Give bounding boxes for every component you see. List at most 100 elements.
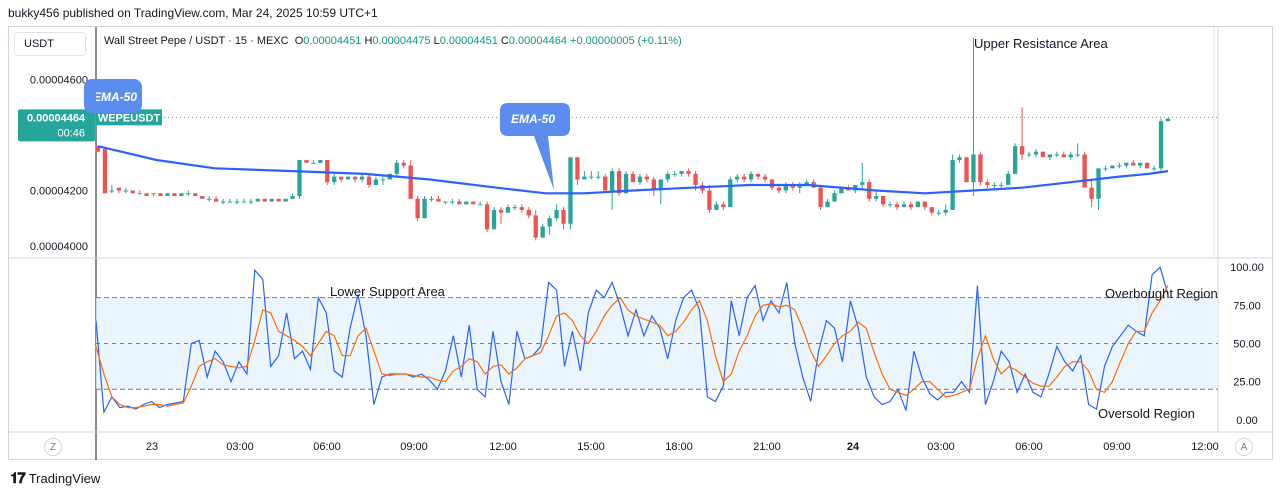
high-value: 0.00004475 xyxy=(372,35,431,47)
candle-body xyxy=(992,184,997,186)
candle-body xyxy=(818,187,823,208)
candle-body xyxy=(512,207,518,209)
candle-body xyxy=(255,198,260,202)
candle-body xyxy=(220,201,226,203)
auto-scale-right-button[interactable]: A xyxy=(1235,438,1253,456)
candle-body xyxy=(783,184,789,191)
time-tick-label: 15:00 xyxy=(577,441,605,453)
candle-body xyxy=(1040,151,1046,158)
candle-body xyxy=(874,196,879,199)
candle-body xyxy=(999,184,1004,186)
last-price-value: 0.00004464 xyxy=(27,112,86,124)
candle-body xyxy=(450,201,455,203)
tradingview-logo[interactable]: 𝟏𝟕 TradingView xyxy=(10,470,100,487)
bar-countdown: 00:46 xyxy=(57,127,85,139)
candle-body xyxy=(623,173,629,194)
candle-body xyxy=(797,184,802,188)
candle-body xyxy=(339,176,344,180)
candle-body xyxy=(443,201,448,203)
ema-callout-mid-text: EMA-50 xyxy=(511,112,555,126)
candle-body xyxy=(325,160,330,183)
candle-body xyxy=(721,204,726,208)
stochastic-tick-label: 100.00 xyxy=(1230,262,1264,274)
candle-body xyxy=(1026,154,1032,156)
candle-body xyxy=(165,193,170,197)
candle-body xyxy=(762,176,768,180)
candle-body xyxy=(651,179,656,191)
candle-body xyxy=(596,176,601,178)
candle-body xyxy=(123,190,128,192)
candle-body xyxy=(332,176,337,183)
candle-body xyxy=(728,179,733,208)
candle-body xyxy=(603,176,608,191)
symbol-name: Wall Street Pepe / USDT · 15 · MEXC xyxy=(104,35,289,47)
candle-body xyxy=(679,171,684,174)
candle-body xyxy=(825,201,830,208)
open-value: 0.00004451 xyxy=(303,35,362,47)
candle-body xyxy=(179,193,184,197)
candle-body xyxy=(665,173,670,180)
candle-body xyxy=(1110,165,1115,169)
candle-body xyxy=(790,184,795,188)
candle-body xyxy=(735,176,740,180)
stochastic-tick-label: 0.00 xyxy=(1236,415,1257,427)
stochastic-tick-label: 50.00 xyxy=(1233,338,1261,350)
chart-frame xyxy=(8,26,1273,460)
candle-body xyxy=(985,182,990,185)
candle-body xyxy=(610,171,615,191)
candle-body xyxy=(901,204,907,208)
candle-body xyxy=(1158,121,1164,169)
upper-resistance-label: Upper Resistance Area xyxy=(974,36,1108,51)
candle-body xyxy=(352,176,358,180)
candle-body xyxy=(1138,162,1143,166)
lower-support-label: Lower Support Area xyxy=(330,284,446,299)
candle-body xyxy=(533,215,538,238)
close-label: C xyxy=(500,35,509,47)
candle-body xyxy=(540,226,545,238)
candle-body xyxy=(262,198,267,202)
candle-body xyxy=(345,176,351,180)
candle-body xyxy=(422,198,427,219)
ema-50-line xyxy=(97,145,1169,195)
candle-layer xyxy=(95,38,1171,241)
last-price-tag xyxy=(18,109,95,142)
stochastic-k-line xyxy=(95,266,1169,415)
candle-body xyxy=(568,157,573,224)
candle-body xyxy=(505,207,511,213)
time-tick-label: 09:00 xyxy=(1103,441,1131,453)
candle-body xyxy=(693,173,698,185)
candle-body xyxy=(630,173,636,183)
currency-button[interactable]: USDT xyxy=(14,32,86,56)
candle-body xyxy=(1089,187,1094,199)
candle-body xyxy=(477,204,483,206)
candle-body xyxy=(151,193,156,195)
candle-body xyxy=(394,162,399,174)
candle-body xyxy=(1033,151,1039,155)
time-tick-label: 18:00 xyxy=(665,441,693,453)
candle-body xyxy=(707,190,712,210)
candle-body xyxy=(318,160,323,163)
candle-body xyxy=(860,182,865,185)
candle-body xyxy=(880,196,886,205)
candle-body xyxy=(748,173,754,180)
time-tick-label: 06:00 xyxy=(1015,441,1043,453)
ticker-tag xyxy=(96,109,162,126)
candle-body xyxy=(1006,173,1011,185)
candle-body xyxy=(943,209,948,213)
candle-body xyxy=(283,198,288,202)
candle-body xyxy=(241,201,247,203)
candle-body xyxy=(908,204,914,208)
candle-body xyxy=(304,160,309,163)
candle-body xyxy=(839,187,844,194)
candle-body xyxy=(742,176,747,180)
time-tick-label: 23 xyxy=(146,441,158,453)
candle-body xyxy=(1165,118,1171,122)
high-label: H xyxy=(364,35,373,47)
auto-scale-left-button[interactable]: Z xyxy=(44,438,62,456)
candle-body xyxy=(575,157,580,180)
stochastic-d-line xyxy=(95,285,1169,409)
symbol-legend: Wall Street Pepe / USDT · 15 · MEXC O0.0… xyxy=(104,35,682,47)
candle-body xyxy=(102,148,108,194)
candle-body xyxy=(415,198,420,219)
